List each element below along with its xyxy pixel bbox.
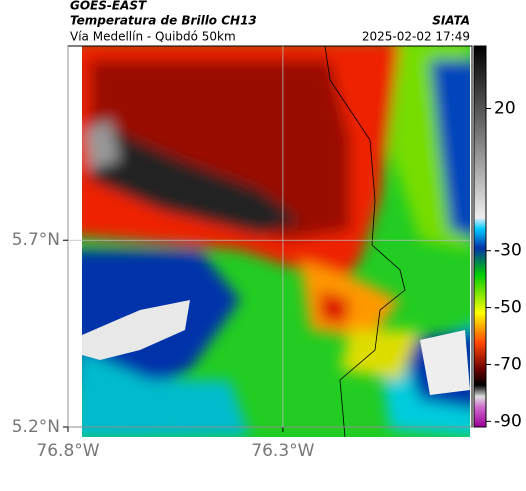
colorbar — [473, 45, 487, 428]
x-tick-label: 76.8°W — [36, 441, 99, 461]
colorbar-tick-label: 20 — [494, 99, 516, 119]
y-tick-label: 5.7°N — [12, 230, 60, 250]
timestamp: 2025-02-02 17:49 — [362, 30, 470, 44]
y-tick-label: 5.2°N — [12, 417, 60, 437]
colorbar-tick-label: -50 — [494, 298, 522, 318]
colorbar-tick-label: -30 — [494, 241, 522, 261]
satellite: GOES-EAST — [70, 0, 147, 13]
region: Vía Medellín - Quibdó 50km — [70, 30, 236, 44]
title: Temperatura de Brillo CH13 — [70, 14, 257, 28]
brightness-image — [82, 46, 470, 437]
colorbar-tick-label: -70 — [494, 354, 522, 374]
agency: SIATA — [432, 14, 470, 28]
x-tick-label: 76.3°W — [251, 441, 314, 461]
colorbar-tick-label: -90 — [494, 411, 522, 431]
